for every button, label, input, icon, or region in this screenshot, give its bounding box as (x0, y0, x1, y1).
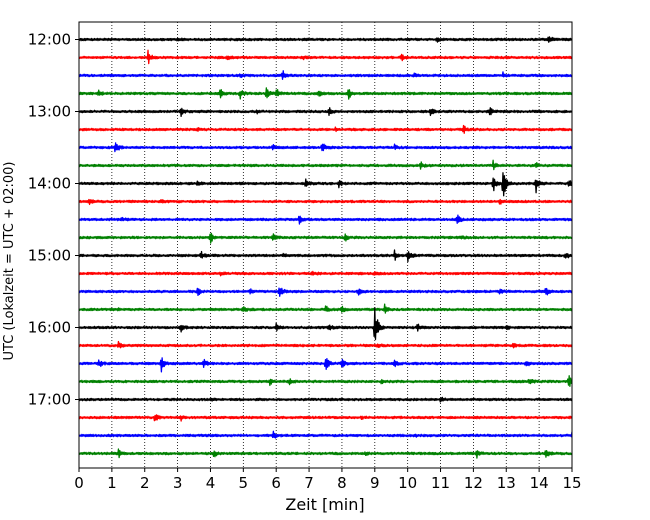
seismogram-trace (79, 270, 572, 277)
seismogram-trace (79, 214, 572, 225)
seismogram-trace (79, 287, 572, 297)
seismogram-trace (79, 249, 572, 263)
seismogram-trace (79, 232, 572, 244)
seismogram-trace (79, 303, 572, 314)
seismogram-trace (79, 70, 572, 80)
gridlines (111, 22, 540, 468)
x-tick-label: 4 (206, 474, 216, 492)
seismogram-trace (79, 87, 572, 100)
x-tick-label: 14 (530, 474, 549, 492)
x-tick-label: 9 (370, 474, 380, 492)
seismogram-trace (79, 375, 572, 387)
x-axis-label: Zeit [min] (285, 495, 364, 514)
x-tick-label: 3 (173, 474, 183, 492)
y-tick-label: 14:00 (28, 175, 71, 193)
seismogram-trace (79, 340, 572, 349)
seismogram-trace (79, 357, 572, 373)
seismogram-trace (79, 198, 572, 206)
x-tick-label: 2 (140, 474, 150, 492)
x-tick-label: 13 (497, 474, 516, 492)
seismogram-trace (79, 306, 572, 340)
seismogram-trace (79, 414, 572, 422)
x-axis-ticks: 0 1 2 3 4 5 6 7 8 9 10 11 12 13 14 15 (74, 468, 582, 492)
y-tick-label: 13:00 (28, 103, 71, 121)
y-tick-label: 16:00 (28, 319, 71, 337)
y-tick-label: 12:00 (28, 31, 71, 49)
seismogram-trace (79, 49, 572, 65)
seismogram-trace (79, 36, 572, 43)
seismogram-trace (79, 107, 572, 118)
seismogram-trace (79, 159, 572, 171)
x-tick-label: 5 (239, 474, 249, 492)
seismogram-trace (79, 124, 572, 134)
x-tick-label: 0 (74, 474, 84, 492)
seismogram-trace (79, 396, 572, 403)
x-tick-label: 10 (398, 474, 417, 492)
seismogram-trace (79, 172, 572, 197)
y-tick-label: 17:00 (28, 391, 71, 409)
x-tick-label: 6 (271, 474, 281, 492)
x-tick-label: 15 (562, 474, 581, 492)
x-tick-label: 1 (107, 474, 117, 492)
seismogram-trace (79, 430, 572, 439)
y-axis-ticks: 12:00 13:00 14:00 15:00 16:00 17:00 (28, 31, 79, 409)
y-tick-label: 15:00 (28, 247, 71, 265)
x-tick-label: 12 (464, 474, 483, 492)
seismogram-trace (79, 448, 572, 459)
seismogram-traces (79, 36, 572, 459)
x-tick-label: 7 (304, 474, 314, 492)
x-tick-label: 8 (337, 474, 347, 492)
y-axis-label: UTC (Lokalzeit = UTC + 02:00) (2, 162, 17, 361)
x-tick-label: 11 (431, 474, 450, 492)
seismogram-trace (79, 142, 572, 153)
plot-frame (78, 21, 573, 469)
